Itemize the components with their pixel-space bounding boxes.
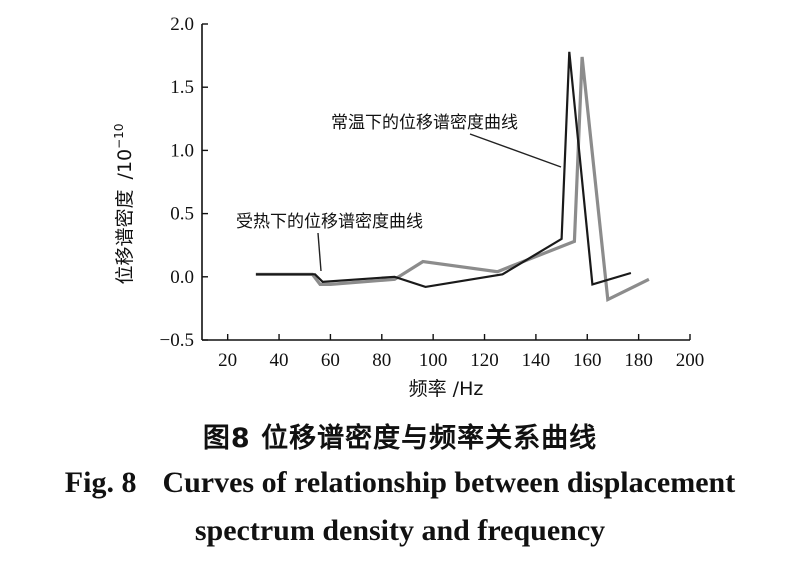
svg-text:位移谱密度/10−10: 位移谱密度/10−10 <box>112 124 136 285</box>
series-annotation-heated: 受热下的位移谱密度曲线 <box>236 212 423 232</box>
figure-caption-en-prefix: Fig. 8 <box>64 466 137 499</box>
x-tick-label: 120 <box>470 350 499 371</box>
annotation-layer: 常温下的位移谱密度曲线 受热下的位移谱密度曲线 <box>236 113 562 272</box>
series-annotation-normal: 常温下的位移谱密度曲线 <box>331 113 518 133</box>
x-tick-label: 200 <box>676 350 705 371</box>
y-tick-label: 1.0 <box>170 140 194 161</box>
x-tick-label: 80 <box>372 350 391 371</box>
x-axis-title: 频率 /Hz <box>409 378 484 400</box>
x-tick-label: 20 <box>218 350 237 371</box>
y-tick-label: −0.5 <box>160 330 194 351</box>
x-tick-label: 40 <box>270 350 289 371</box>
figure-caption-en-line1: Fig. 8 Curves of relationship between dis… <box>0 466 800 500</box>
y-tick-label: 0.0 <box>170 267 194 288</box>
x-tick-label: 140 <box>522 350 551 371</box>
x-tick-label: 180 <box>624 350 653 371</box>
y-tick-label: 1.5 <box>170 77 194 98</box>
y-tick-label: 2.0 <box>170 14 194 35</box>
figure-caption-en-title: Curves of relationship between displacem… <box>162 466 736 499</box>
plot-axes: 20 40 60 80 100 120 140 160 180 200 −0.5 0.0 0.5 1.0 1… <box>160 14 705 371</box>
y-axis-unit-exponent: −10 <box>112 124 126 149</box>
x-tick-label: 60 <box>321 350 340 371</box>
figure-caption-en-line2: spectrum density and frequency <box>194 514 606 547</box>
series-line-heated <box>255 56 650 303</box>
annotation-leader-heated <box>317 232 322 272</box>
x-tick-label: 160 <box>573 350 602 371</box>
figure-caption-cn: 图8 位移谱密度与频率关系曲线 <box>202 423 598 454</box>
y-axis-title: 位移谱密度/10−10 <box>112 124 136 285</box>
chart: 20 40 60 80 100 120 140 160 180 200 −0.5 0.0 0.5 1.0 1… <box>112 14 705 400</box>
x-tick-label: 100 <box>419 350 448 371</box>
y-axis-unit-prefix: /10 <box>114 149 136 180</box>
y-axis-title-text: 位移谱密度 <box>114 189 136 284</box>
annotation-leader-normal <box>469 133 562 168</box>
series-line-normal-temperature <box>255 51 632 289</box>
series-layer <box>255 51 650 303</box>
y-tick-label: 0.5 <box>170 204 194 225</box>
